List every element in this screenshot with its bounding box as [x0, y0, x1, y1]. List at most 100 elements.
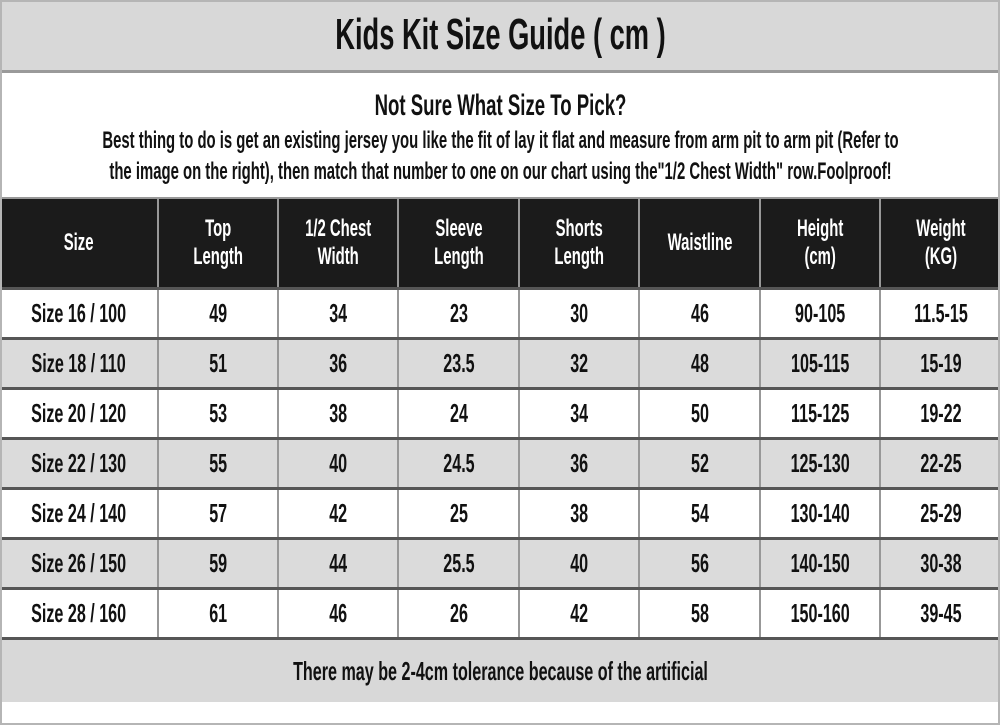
column-header-weight: Weight (KG) [879, 198, 1000, 290]
column-header-waistline: Waistline [638, 198, 761, 290]
table-cell: 56 [638, 538, 761, 590]
shorts-length-value: 42 [570, 597, 588, 628]
top-length-value: 51 [209, 347, 227, 378]
table-cell: 90-105 [759, 288, 881, 340]
size-label: Size 16 / 100 [31, 297, 127, 328]
height-range: 115-125 [790, 397, 850, 428]
height-range: 90-105 [794, 297, 846, 328]
table-cell: Size 18 / 110 [0, 338, 159, 390]
table-row-size-22-130: Size 22 / 130 55 40 24.5 36 52 125-130 2… [0, 438, 1000, 490]
height-range: 130-140 [790, 497, 850, 528]
table-cell: 150-160 [759, 588, 881, 640]
table-cell: 15-19 [879, 338, 1000, 390]
table-cell: 23.5 [397, 338, 520, 390]
size-guide-table: Size Top Length 1/2 Chest Width Sleeve L… [0, 197, 1000, 640]
title-band: Kids Kit Size Guide ( cm ) [0, 0, 1000, 73]
column-header-label: Size [63, 228, 94, 256]
table-cell: 39-45 [879, 588, 1000, 640]
column-header-label: Waistline [667, 228, 732, 256]
page-title: Kids Kit Size Guide ( cm ) [334, 10, 666, 59]
waistline-value: 48 [690, 347, 709, 378]
top-length-value: 49 [209, 297, 227, 328]
table-cell: 48 [638, 338, 761, 390]
weight-range: 39-45 [919, 597, 962, 628]
table-cell: 24.5 [397, 438, 520, 490]
sleeve-length-value: 24.5 [442, 447, 475, 478]
height-range: 150-160 [790, 597, 850, 628]
table-cell: 125-130 [759, 438, 881, 490]
table-cell: 26 [397, 588, 520, 640]
top-length-value: 55 [209, 447, 227, 478]
table-cell: 52 [638, 438, 761, 490]
height-range: 140-150 [790, 547, 850, 578]
shorts-length-value: 38 [570, 497, 588, 528]
weight-range: 15-19 [919, 347, 962, 378]
table-cell: 44 [277, 538, 399, 590]
table-cell: 32 [518, 338, 640, 390]
weight-range: 11.5-15 [913, 297, 968, 328]
size-label: Size 24 / 140 [31, 497, 127, 528]
column-header-label: Top Length [193, 214, 243, 270]
table-cell: 58 [638, 588, 761, 640]
sleeve-length-value: 24 [449, 397, 468, 428]
table-cell: 40 [277, 438, 399, 490]
table-row-size-16-100: Size 16 / 100 49 34 23 30 46 90-105 11.5… [0, 288, 1000, 340]
size-label: Size 22 / 130 [31, 447, 127, 478]
table-row-size-28-160: Size 28 / 160 61 46 26 42 58 150-160 39-… [0, 588, 1000, 640]
table-cell: 25.5 [397, 538, 520, 590]
column-header-label: Shorts Length [554, 214, 604, 270]
table-cell: 25-29 [879, 488, 1000, 540]
table-cell: 105-115 [759, 338, 881, 390]
table-cell: 11.5-15 [879, 288, 1000, 340]
shorts-length-value: 34 [570, 397, 588, 428]
table-cell: 25 [397, 488, 520, 540]
table-cell: 46 [277, 588, 399, 640]
sleeve-length-value: 25 [449, 497, 468, 528]
table-cell: Size 28 / 160 [0, 588, 159, 640]
shorts-length-value: 32 [570, 347, 588, 378]
table-cell: 57 [157, 488, 279, 540]
table-cell: 53 [157, 388, 279, 440]
table-cell: 30-38 [879, 538, 1000, 590]
table-cell: 50 [638, 388, 761, 440]
table-cell: 38 [277, 388, 399, 440]
table-cell: 30 [518, 288, 640, 340]
size-label: Size 20 / 120 [31, 397, 127, 428]
size-label: Size 18 / 110 [31, 347, 126, 378]
half-chest-width-value: 44 [329, 547, 347, 578]
half-chest-width-value: 42 [329, 497, 347, 528]
half-chest-width-value: 46 [329, 597, 347, 628]
shorts-length-value: 40 [570, 547, 588, 578]
table-cell: 54 [638, 488, 761, 540]
weight-range: 25-29 [919, 497, 962, 528]
table-cell: 36 [277, 338, 399, 390]
column-header-label: Sleeve Length [433, 214, 484, 270]
top-length-value: 57 [209, 497, 227, 528]
top-length-value: 61 [209, 597, 227, 628]
waistline-value: 52 [690, 447, 709, 478]
table-row-size-24-140: Size 24 / 140 57 42 25 38 54 130-140 25-… [0, 488, 1000, 540]
half-chest-width-value: 34 [329, 297, 347, 328]
intro-heading: Not Sure What Size To Pick? [374, 89, 626, 122]
table-cell: 42 [518, 588, 640, 640]
table-cell: 19-22 [879, 388, 1000, 440]
height-range: 105-115 [790, 347, 850, 378]
half-chest-width-value: 40 [329, 447, 347, 478]
table-cell: 36 [518, 438, 640, 490]
table-cell: Size 24 / 140 [0, 488, 159, 540]
top-length-value: 53 [209, 397, 227, 428]
intro-section: Not Sure What Size To Pick? Best thing t… [0, 73, 1000, 197]
waistline-value: 46 [690, 297, 709, 328]
table-cell: 34 [277, 288, 399, 340]
column-header-label: 1/2 Chest Width [304, 214, 372, 270]
shorts-length-value: 36 [570, 447, 588, 478]
table-cell: 59 [157, 538, 279, 590]
weight-range: 22-25 [919, 447, 962, 478]
table-cell: 55 [157, 438, 279, 490]
waistline-value: 58 [690, 597, 709, 628]
intro-description-line-2: the image on the right), then match that… [108, 158, 892, 185]
column-header-label: Weight (KG) [915, 214, 966, 270]
table-cell: Size 22 / 130 [0, 438, 159, 490]
intro-description-line-1: Best thing to do is get an existing jers… [101, 127, 899, 154]
sleeve-length-value: 23.5 [442, 347, 475, 378]
